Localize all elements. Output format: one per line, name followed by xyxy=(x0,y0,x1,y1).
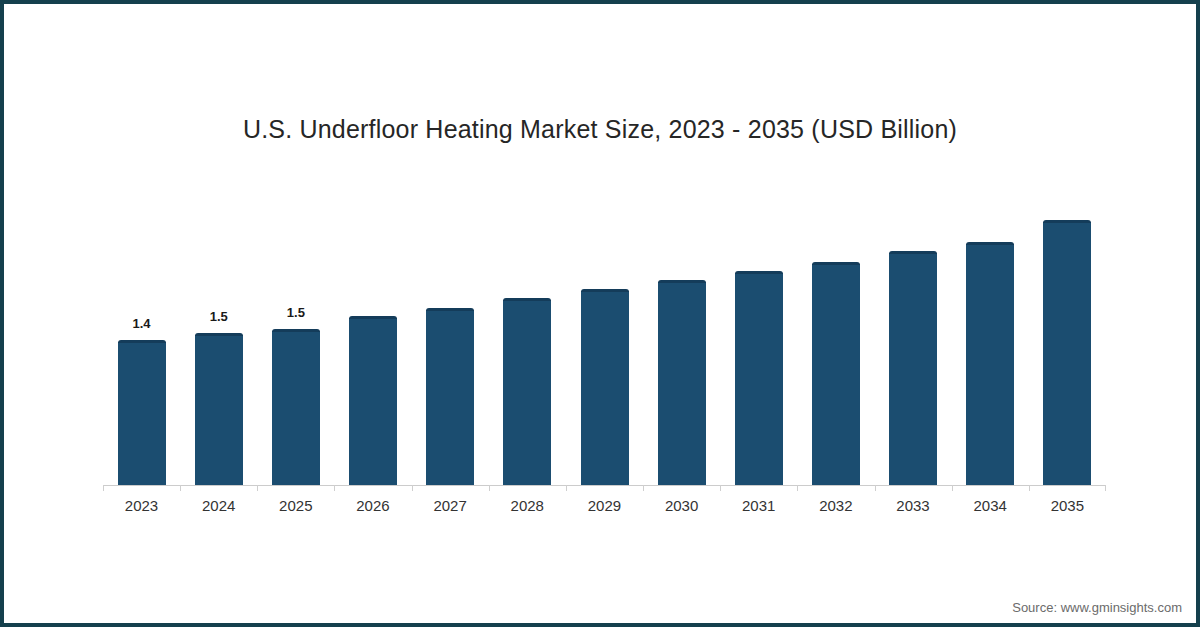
bar-2027 xyxy=(426,308,474,485)
x-axis-tick xyxy=(257,485,258,491)
bar-2025 xyxy=(272,329,320,485)
x-axis-tick xyxy=(643,485,644,491)
bar-2031 xyxy=(735,271,783,485)
x-axis-label-2034: 2034 xyxy=(952,497,1029,514)
bar-2034 xyxy=(966,242,1014,485)
bar-2023 xyxy=(118,340,166,485)
bar-2032 xyxy=(812,262,860,485)
bar-2030 xyxy=(658,280,706,485)
x-axis-tick xyxy=(334,485,335,491)
x-axis-label-2033: 2033 xyxy=(875,497,952,514)
bar-value-label-2025: 1.5 xyxy=(266,305,326,320)
bar-value-label-2023: 1.4 xyxy=(112,316,172,331)
x-axis-tick xyxy=(1029,485,1030,491)
bar-value-label-2024: 1.5 xyxy=(189,309,249,324)
bar-2024 xyxy=(195,333,243,485)
x-axis-label-2031: 2031 xyxy=(720,497,797,514)
x-axis-tick xyxy=(720,485,721,491)
x-axis-label-2025: 2025 xyxy=(257,497,334,514)
x-axis-line xyxy=(103,485,1106,486)
x-axis-tick xyxy=(412,485,413,491)
x-axis-label-2024: 2024 xyxy=(180,497,257,514)
x-axis-label-2030: 2030 xyxy=(643,497,720,514)
x-axis-tick xyxy=(180,485,181,491)
x-axis-label-2035: 2035 xyxy=(1029,497,1106,514)
x-axis-tick xyxy=(489,485,490,491)
source-note: Source: www.gminsights.com xyxy=(1012,600,1182,615)
x-axis-tick xyxy=(797,485,798,491)
bar-2029 xyxy=(581,289,629,485)
x-axis-label-2027: 2027 xyxy=(412,497,489,514)
x-axis-label-2023: 2023 xyxy=(103,497,180,514)
x-axis-tick xyxy=(952,485,953,491)
x-axis-tick xyxy=(566,485,567,491)
bar-2028 xyxy=(503,298,551,485)
bar-chart: 1.420231.520241.520252026202720282029203… xyxy=(103,4,1106,485)
chart-page: U.S. Underfloor Heating Market Size, 202… xyxy=(0,0,1200,627)
bar-2035 xyxy=(1043,220,1091,485)
bar-2026 xyxy=(349,316,397,485)
x-axis-tick xyxy=(103,485,104,491)
x-axis-label-2029: 2029 xyxy=(566,497,643,514)
x-axis-label-2028: 2028 xyxy=(489,497,566,514)
x-axis-label-2026: 2026 xyxy=(334,497,411,514)
bar-2033 xyxy=(889,251,937,485)
x-axis-tick xyxy=(1105,485,1106,491)
x-axis-label-2032: 2032 xyxy=(797,497,874,514)
x-axis-tick xyxy=(875,485,876,491)
